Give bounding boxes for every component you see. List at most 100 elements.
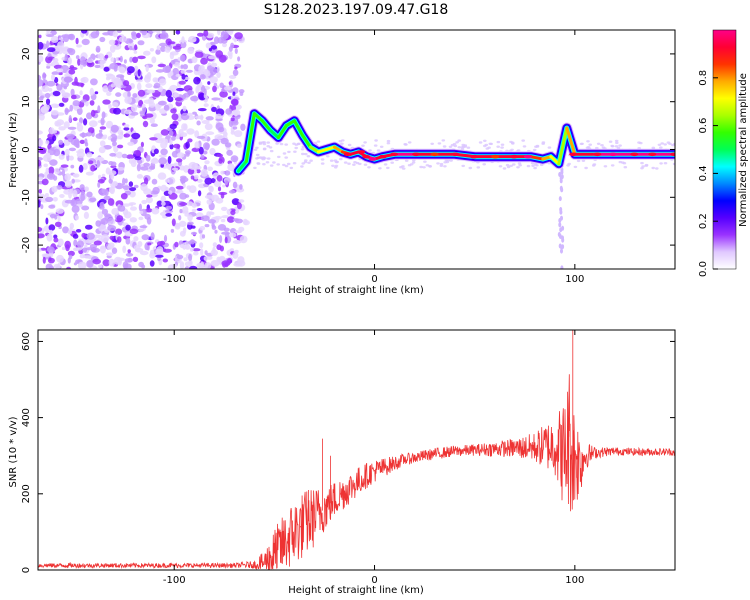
spectrogram-speckle: [71, 178, 75, 184]
spectrogram-speckle: [136, 174, 143, 179]
spectrogram-speckle: [186, 201, 194, 207]
spectrogram-speckle: [48, 257, 52, 262]
spectrogram-halo: [256, 162, 261, 165]
snr-y-tick-label: 400: [21, 408, 32, 427]
spectrogram-halo: [376, 149, 381, 152]
spectrogram-halo: [463, 144, 468, 147]
spectrogram-speckle: [232, 91, 236, 96]
snr-y-tick-label: 0: [21, 567, 32, 573]
spectrogram-speckle: [197, 108, 207, 112]
spectrogram-speckle: [224, 170, 231, 176]
spectrogram-speckle: [137, 159, 143, 165]
spectrogram-halo: [581, 159, 586, 162]
spectrogram-y-ticks: -20 -10 0 10 20: [21, 48, 675, 253]
spectrogram-speckle: [126, 66, 135, 74]
spectrogram-speckle: [99, 140, 106, 147]
spectrogram-halo: [533, 166, 537, 170]
spectrogram-speckle: [171, 113, 179, 121]
spectrogram-ridge-core: [260, 119, 272, 132]
snr-x-tick-label: 0: [371, 575, 377, 586]
spectrogram-speckle: [86, 232, 95, 240]
spectrogram-speckle: [149, 260, 155, 267]
spectrogram-speckle: [124, 178, 128, 184]
spectrogram-halo: [269, 164, 274, 167]
spectrogram-speckle: [223, 227, 230, 232]
spectrogram-speckle: [56, 254, 64, 263]
spectrogram-speckle: [179, 55, 184, 62]
spectrogram-speckle: [75, 229, 82, 233]
spectrogram-speckle: [98, 146, 106, 154]
spectrogram-speckle: [46, 34, 54, 38]
spectrogram-speckle: [200, 154, 205, 159]
spectrogram-speckle: [68, 33, 76, 41]
spectrogram-speckle: [100, 117, 105, 126]
spectrogram-halo: [509, 164, 513, 167]
spectrogram-speckle: [85, 132, 92, 137]
spectrogram-speckle: [178, 80, 186, 85]
spectrogram-speckle: [38, 159, 42, 167]
spectrogram-halo: [306, 155, 311, 158]
spectrogram-speckle: [146, 196, 153, 204]
spectrogram-halo: [512, 163, 516, 166]
colorbar-gradient: [712, 29, 737, 270]
spectrogram-speckle: [66, 266, 71, 269]
spectrogram-speckle: [102, 259, 111, 267]
spectrogram-speckle: [97, 105, 101, 114]
spectrogram-speckle: [117, 205, 126, 212]
spectrogram-speckle: [53, 64, 63, 70]
spectrogram-speckle: [122, 261, 129, 269]
spectrogram-speckle: [129, 217, 137, 223]
spectrogram-speckle: [98, 62, 105, 69]
spectrogram-speckle: [42, 154, 52, 162]
spectrogram-speckle: [41, 178, 49, 186]
spectrogram-speckle: [92, 258, 101, 265]
spectrogram-speckle: [168, 130, 174, 136]
spectrogram-speckle: [211, 97, 221, 101]
spectrogram-speckle: [176, 144, 180, 150]
spectrogram-speckle: [149, 117, 155, 124]
spectrogram-speckle: [46, 63, 53, 67]
spectrogram-speckle: [141, 264, 146, 269]
spectrogram-halo: [256, 156, 261, 159]
spectrogram-speckle: [199, 232, 204, 240]
spectrogram-halo: [255, 146, 259, 149]
spectrogram-halo: [478, 141, 483, 144]
spectrogram-speckle: [81, 30, 88, 34]
spectrogram-speckle: [211, 138, 220, 146]
spectrogram-speckle: [67, 230, 73, 235]
spectrogram-speckle: [69, 65, 75, 69]
spectrogram-speckle: [219, 90, 228, 98]
spectrogram-halo: [262, 141, 267, 144]
snr-x-ticks: -100 0 100: [163, 330, 584, 586]
spectrogram-speckle: [48, 224, 56, 231]
spectrogram-speckle: [85, 224, 93, 230]
spectrogram-speckle: [182, 242, 187, 250]
spectrogram-ridge-core: [284, 119, 296, 128]
spectrogram-speckle: [171, 135, 176, 141]
snr-y-tick-label: 200: [21, 484, 32, 503]
spectrogram-halo: [532, 148, 537, 152]
spectrogram-speckle: [54, 104, 60, 108]
spectrogram-speckle: [155, 69, 165, 73]
spectrogram-speckle: [61, 246, 66, 251]
spectrogram-halo: [293, 150, 297, 153]
spectrogram-speckle: [52, 90, 61, 97]
spectrogram-halo: [476, 166, 481, 169]
spectrogram-speckle: [230, 117, 235, 122]
spectrogram-speckle: [203, 30, 209, 37]
spectrogram-speckle: [103, 145, 112, 150]
spectrogram-speckle: [220, 170, 226, 175]
spectrogram-speckle: [191, 147, 200, 153]
spectrogram-speckle: [84, 244, 88, 248]
spectrogram-speckle: [240, 123, 246, 131]
snr-y-tick-label: 600: [21, 332, 32, 351]
spectrogram-speckle: [116, 215, 124, 222]
spectrogram-speckle: [131, 104, 138, 112]
spectrogram-speckle: [151, 207, 160, 215]
spectrogram-speckle: [75, 143, 80, 149]
spectrogram-speckle: [178, 220, 187, 227]
spectrogram-speckle: [230, 130, 235, 135]
spectrogram-halo: [608, 140, 613, 143]
spectrogram-speckle: [110, 57, 115, 63]
spectrogram-hotspot: [343, 152, 352, 157]
